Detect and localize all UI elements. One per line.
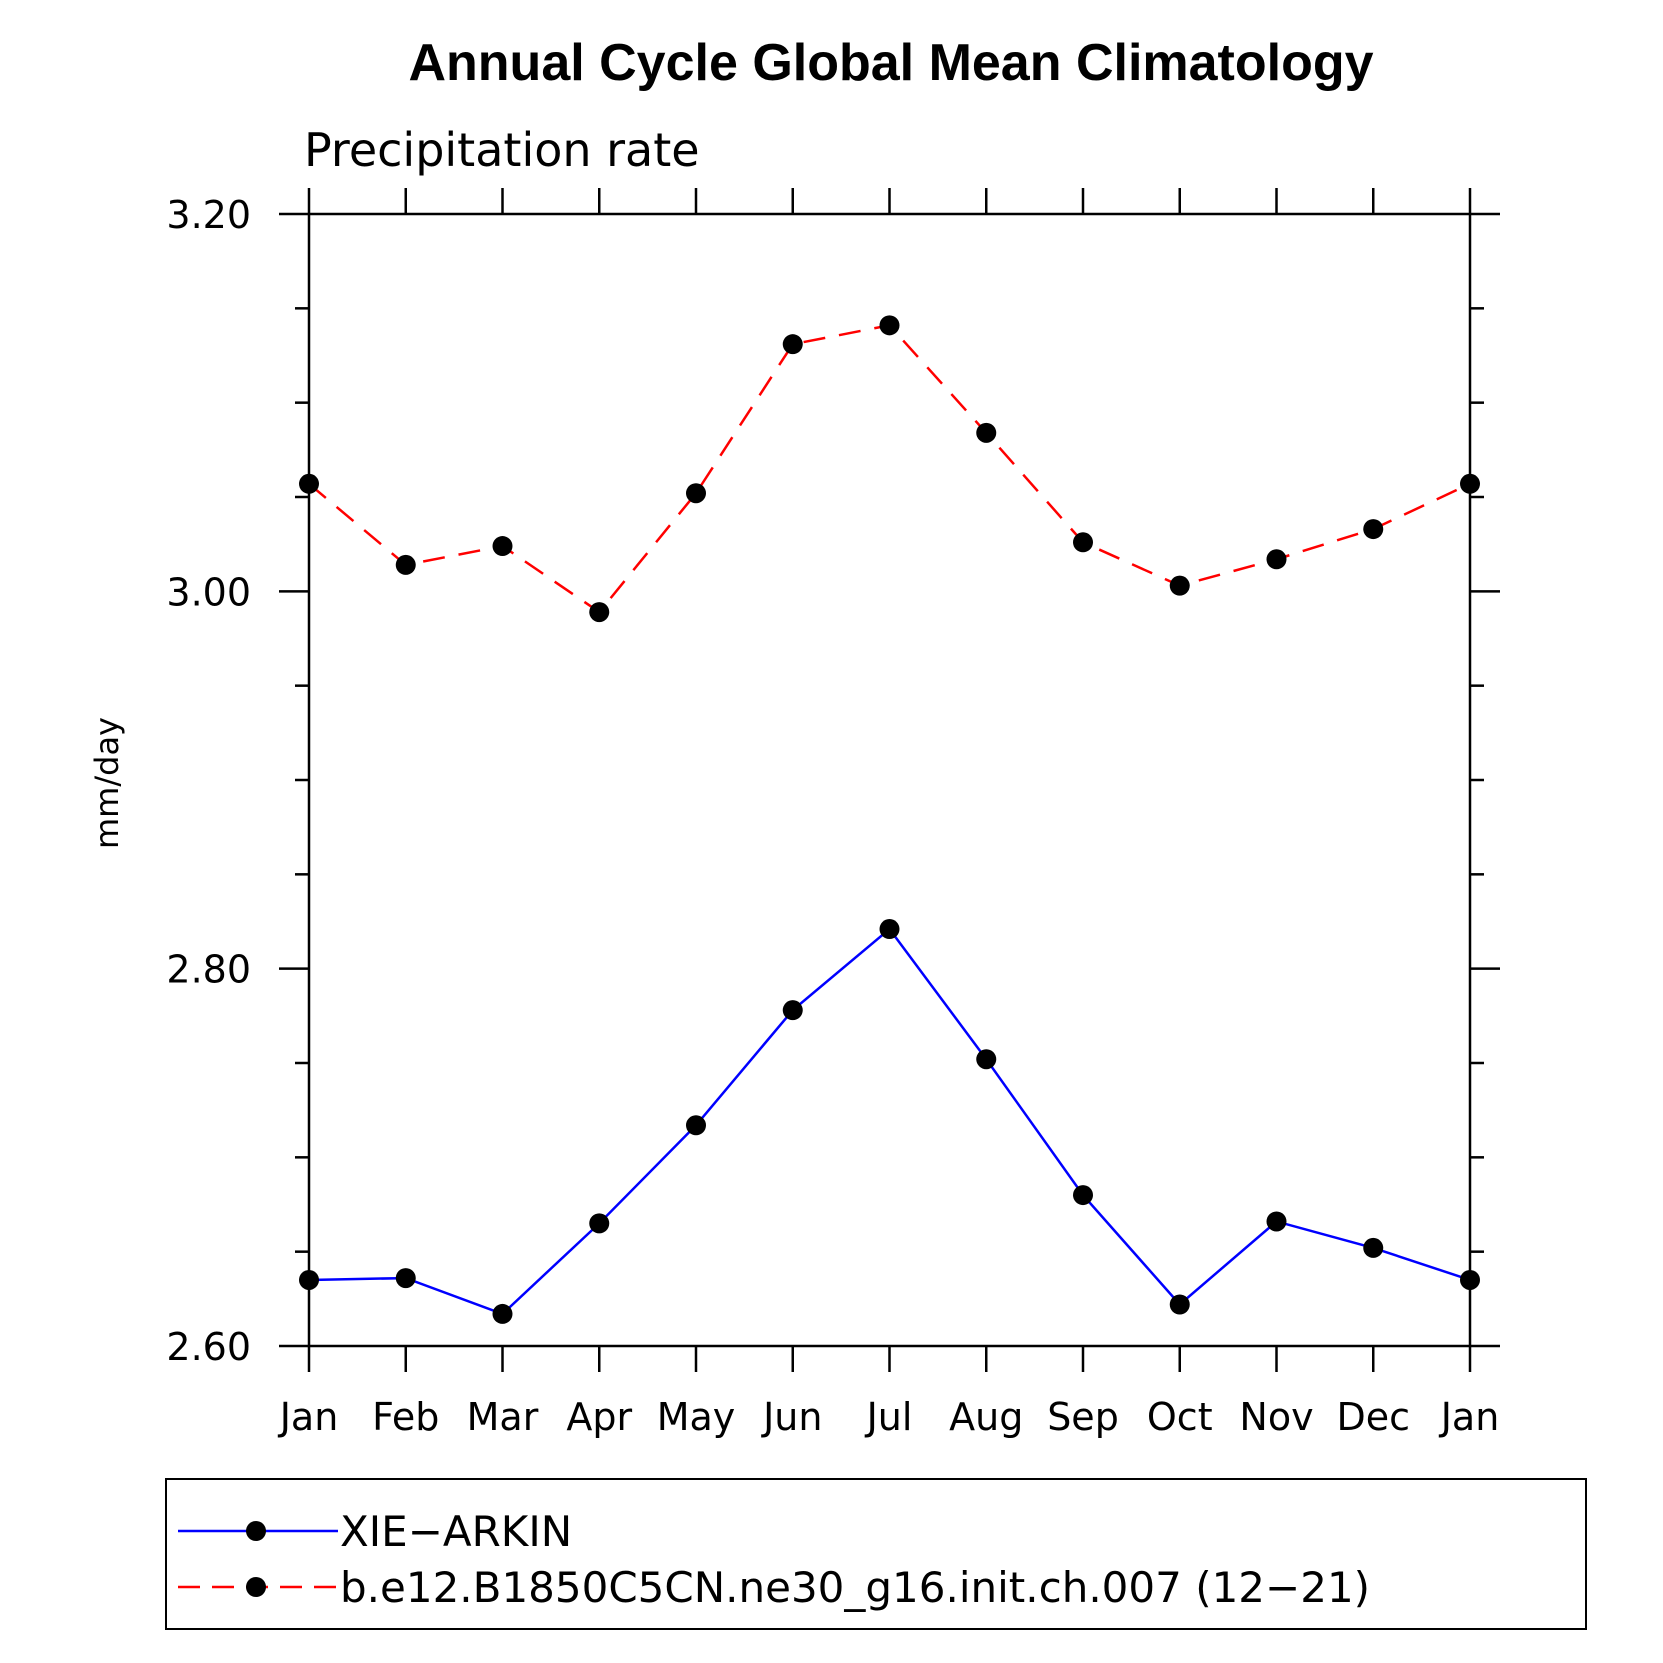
series-2-point [1363,519,1384,540]
series-1-point [686,1115,706,1136]
series-1-point [1460,1269,1480,1290]
series-1-point [976,1049,997,1070]
series-1-point [299,1269,319,1290]
legend-marker-2 [246,1577,266,1597]
chart-subtitle: Precipitation rate [304,123,700,177]
series-2-point [1460,473,1480,494]
x-tick-label: Aug [949,1395,1023,1439]
y-tick-label: 2.80 [166,948,251,992]
y-axis-label: mm/day [88,717,126,849]
series-1-point [782,1000,803,1021]
x-tick-label: Dec [1336,1395,1410,1439]
series-1-point [879,919,900,940]
series-2-point [1073,532,1093,553]
series-2-point [686,483,706,504]
series-1-point [1169,1294,1190,1315]
x-tick-label: Jan [1439,1395,1500,1439]
y-tick-label: 2.60 [166,1325,251,1369]
legend: XIE−ARKIN b.e12.B1850C5CN.ne30_g16.init.c… [178,1507,1370,1612]
series-layer [299,315,1480,1324]
x-tick-label: Feb [372,1395,439,1439]
series-line-1 [308,927,1471,1316]
legend-label-1: XIE−ARKIN [340,1507,572,1556]
series-1-point [1073,1185,1093,1206]
x-tick-label: Nov [1239,1395,1313,1439]
x-tick-label: May [657,1395,736,1439]
chart-title: Annual Cycle Global Mean Climatology [408,34,1373,92]
series-2-point [782,334,803,355]
x-tick-label: Jun [761,1395,822,1439]
legend-marker-1 [246,1521,266,1541]
series-1-point [1266,1211,1287,1232]
x-tick-label: Sep [1047,1395,1119,1439]
x-tick-label: Jan [278,1395,339,1439]
legend-label-2: b.e12.B1850C5CN.ne30_g16.init.ch.007 (12… [340,1563,1370,1612]
series-1-point [395,1268,416,1289]
series-2-point [1266,549,1287,570]
series-2-point [589,602,610,623]
series-line-2 [308,323,1471,614]
series-2-point [395,554,416,575]
series-2-point [492,536,513,557]
series-1-point [492,1303,513,1324]
series-2-point [976,422,997,443]
axes: Jan Feb Mar Apr May Jun Jul Aug Sep Oct Nov Dec Jan 2… [166,188,1500,1439]
plot-frame [307,212,1472,1348]
series-2-point [1169,575,1190,596]
legend-box [165,1478,1587,1630]
x-tick-label: Apr [566,1395,632,1439]
x-tick-label: Jul [865,1395,913,1439]
series-2-point [879,315,900,336]
y-tick-label: 3.00 [166,570,251,614]
y-tick-label: 3.20 [166,193,251,237]
x-tick-label: Mar [467,1395,539,1439]
series-2-point [299,473,319,494]
series-1-point [589,1213,610,1234]
x-tick-label: Oct [1147,1395,1213,1439]
series-1-point [1363,1237,1384,1258]
